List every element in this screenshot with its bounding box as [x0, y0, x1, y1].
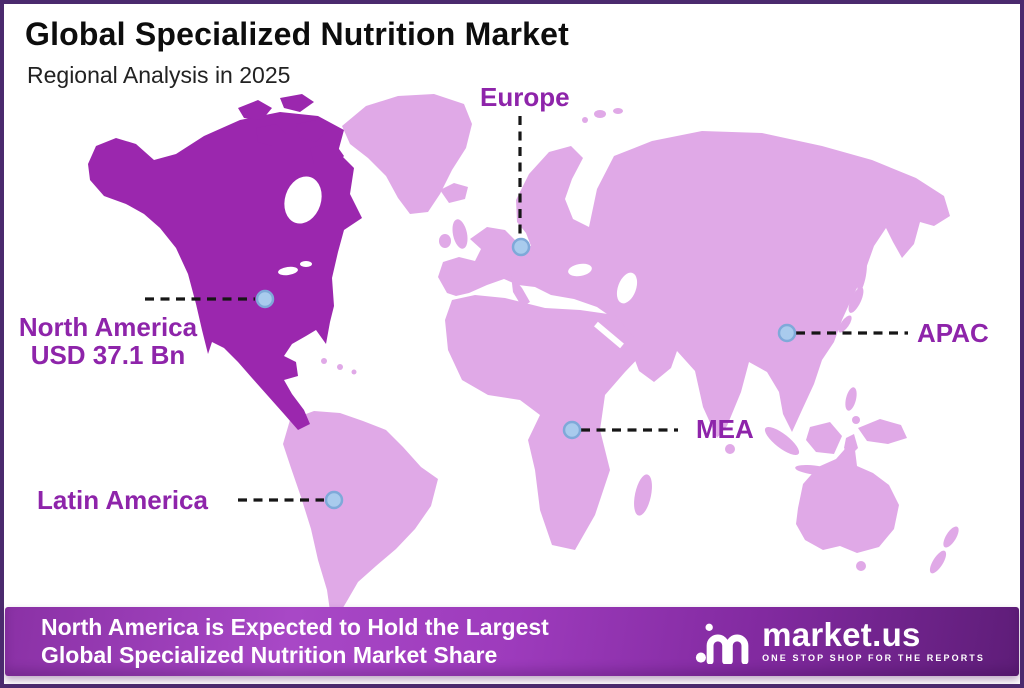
region-label-europe: Europe — [480, 82, 570, 112]
banner-line-1: North America is Expected to Hold the La… — [41, 614, 549, 640]
region-label-north-america-name: North America — [18, 312, 198, 342]
region-label-mea: MEA — [696, 414, 754, 444]
region-markers — [255, 237, 797, 510]
region-label-north-america: North America USD 37.1 Bn — [8, 313, 208, 369]
region-label-apac: APAC — [917, 318, 989, 348]
banner-line-2: Global Specialized Nutrition Market Shar… — [41, 641, 498, 668]
marketus-logo: market.us ONE STOP SHOP FOR THE REPORTS — [694, 616, 1019, 664]
latin-america-marker — [324, 490, 344, 510]
logo-tagline: ONE STOP SHOP FOR THE REPORTS — [762, 653, 985, 663]
north-america-marker — [255, 289, 275, 309]
map-water-cutouts — [278, 176, 638, 349]
map-base-landmass — [283, 94, 959, 611]
logo-name: market.us — [762, 616, 921, 653]
apac-marker — [777, 323, 797, 343]
map-highlight-north-america — [88, 94, 362, 430]
connector-lines — [145, 116, 908, 502]
europe-marker — [511, 237, 531, 257]
page-subtitle: Regional Analysis in 2025 — [27, 62, 291, 88]
marketus-logo-icon — [695, 623, 749, 664]
banner-text: North America is Expected to Hold the La… — [5, 614, 549, 669]
page-title: Global Specialized Nutrition Market — [25, 16, 569, 52]
region-label-latin-america: Latin America — [37, 485, 208, 515]
bottom-banner: North America is Expected to Hold the La… — [5, 607, 1019, 676]
region-value-north-america: USD 37.1 Bn — [30, 340, 186, 370]
mea-marker — [562, 420, 582, 440]
logo-text: market.us ONE STOP SHOP FOR THE REPORTS — [762, 616, 985, 663]
